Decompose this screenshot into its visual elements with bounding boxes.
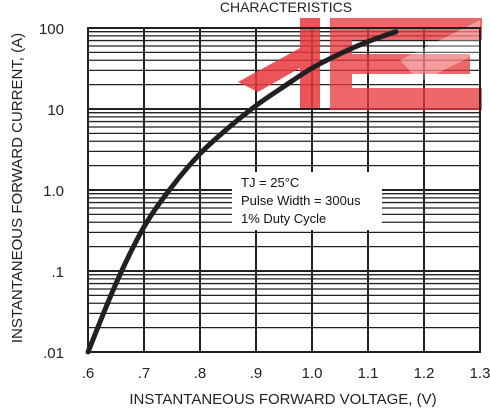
x-tick-label: 1.1 (358, 365, 379, 382)
plot-border (87, 27, 481, 353)
annotation-box: TJ = 25°C Pulse Width = 300us 1% Duty Cy… (232, 172, 382, 230)
y-tick-label: .1 (51, 264, 64, 281)
annotation-line-3: 1% Duty Cycle (241, 211, 326, 226)
x-tick-label: 1.3 (470, 365, 490, 382)
series-line (85, 29, 399, 355)
plot-frame (87, 27, 481, 353)
y-tick-label: 100 (39, 21, 64, 38)
watermark-logo (238, 18, 482, 110)
x-axis-label: INSTANTANEOUS FORWARD VOLTAGE, (V) (129, 391, 436, 408)
y-axis-label: INSTANTANEOUS FORWARD CURRENT, (A) (9, 33, 26, 343)
x-tick-labels: .6 .7 .8 .9 1.0 1.1 1.2 1.3 (82, 365, 490, 382)
x-tick-label: .6 (82, 365, 95, 382)
x-tick-label: .8 (194, 365, 207, 382)
annotation-line-1: TJ = 25°C (241, 175, 299, 190)
x-tick-label: 1.2 (414, 365, 435, 382)
x-tick-label: .7 (138, 365, 151, 382)
y-tick-label: .01 (43, 345, 64, 362)
x-tick-label: 1.0 (302, 365, 323, 382)
y-tick-label: 1.0 (43, 183, 64, 200)
chart-title: CHARACTERISTICS (220, 0, 352, 15)
y-tick-labels: .01 .1 1.0 10 100 (39, 21, 64, 362)
annotation-line-2: Pulse Width = 300us (241, 193, 361, 208)
x-tick-label: .9 (250, 365, 263, 382)
y-tick-label: 10 (47, 102, 64, 119)
